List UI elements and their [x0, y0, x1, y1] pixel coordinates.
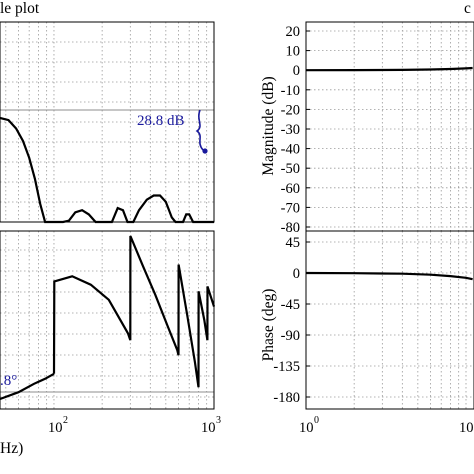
- right-x-tick-100: 10: [459, 420, 474, 436]
- left-phase-grid: [0, 231, 215, 409]
- right-phase-ytick: -135: [273, 359, 300, 375]
- right-magnitude-ytick: 20: [286, 24, 301, 40]
- left-phase-line: [0, 235, 216, 401]
- left-x-tick-100-exp: 2: [63, 415, 68, 426]
- left-title: le plot: [0, 0, 40, 17]
- peak-gap-marker: [202, 148, 208, 154]
- right-x-tick-100-base: 10: [459, 420, 474, 436]
- right-phase-yticks: 45 0 -45 -90 -135 -180: [273, 235, 310, 406]
- right-phase-ytick: -90: [281, 328, 300, 344]
- left-magnitude-panel: 28.8 dB: [0, 21, 215, 224]
- right-magnitude-ytick: -70: [281, 200, 300, 216]
- right-magnitude-ytick: -50: [281, 161, 300, 177]
- phase-margin-label: .8°: [0, 373, 17, 389]
- right-magnitude-ytick: -80: [281, 220, 300, 236]
- right-phase-ytick: 0: [293, 266, 300, 282]
- left-x-axis-label: Hz): [0, 440, 23, 457]
- right-magnitude-line: [305, 66, 473, 72]
- right-magnitude-yticks: 20 10 0 -10 -20 -30 -40 -50 -60 -70 -80: [281, 24, 310, 236]
- right-magnitude-grid: [305, 22, 474, 231]
- right-phase-frame: [305, 230, 474, 410]
- left-x-tick-100-base: 10: [48, 420, 63, 436]
- right-magnitude-ytick: -30: [281, 122, 300, 138]
- right-phase-ytick: -180: [273, 390, 300, 406]
- right-magnitude-ytick: -60: [281, 181, 300, 197]
- right-magnitude-frame: [305, 21, 474, 232]
- right-magnitude-panel: 20 10 0 -10 -20 -30 -40 -50 -60 -70 -80 Magnitude …: [260, 21, 474, 236]
- left-x-tick-100: 10 2: [48, 415, 68, 436]
- left-phase-panel: .8° 10 2 10 3 Hz): [0, 230, 221, 457]
- left-magnitude-frame: [0, 21, 215, 223]
- left-magnitude-line: [0, 116, 214, 224]
- left-x-tick-1000-base: 10: [201, 420, 216, 436]
- right-magnitude-ytick: 0: [293, 63, 300, 79]
- right-magnitude-ytick: -20: [281, 102, 300, 118]
- right-x-tick-10-exp: 0: [314, 415, 319, 426]
- right-phase-line: [305, 271, 473, 281]
- right-title: c: [464, 0, 471, 17]
- right-phase-ytick: -45: [281, 297, 300, 313]
- right-x-tick-10-base: 10: [299, 420, 314, 436]
- left-x-tick-1000-exp: 3: [216, 415, 221, 426]
- right-magnitude-ytick: 10: [286, 44, 301, 60]
- right-phase-ytick: 45: [286, 235, 301, 251]
- peak-gap-brace: [195, 109, 204, 151]
- right-x-tick-10: 10 0: [299, 415, 319, 436]
- left-phase-frame: [0, 230, 215, 410]
- peak-gap-label: 28.8 dB: [137, 113, 185, 129]
- left-x-tick-1000: 10 3: [201, 415, 221, 436]
- right-phase-grid: [305, 231, 474, 409]
- right-phase-panel: 45 0 -45 -90 -135 -180 Phase (deg) 10 0 10: [260, 230, 474, 436]
- right-magnitude-ytick: -10: [281, 83, 300, 99]
- right-phase-ylabel: Phase (deg): [260, 289, 277, 362]
- right-magnitude-ylabel: Magnitude (dB): [260, 76, 277, 175]
- right-magnitude-ytick: -40: [281, 142, 300, 158]
